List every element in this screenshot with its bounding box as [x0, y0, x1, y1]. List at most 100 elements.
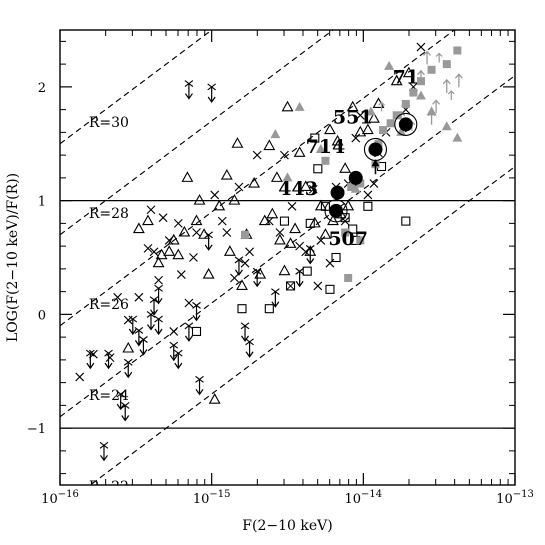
series-filled-circle — [329, 117, 413, 218]
point-triangle-41 — [342, 199, 355, 211]
magnitude-line-r22 — [89, 166, 515, 485]
point-triangle-19 — [248, 176, 261, 188]
point-arrow-down-10 — [173, 349, 183, 370]
point-triangle-12 — [213, 199, 226, 211]
point-ring-0 — [324, 199, 348, 223]
point-arrow-down-18 — [245, 338, 254, 358]
point-gray-arrow-up-1 — [416, 69, 425, 84]
point-open-square-4 — [302, 266, 312, 276]
point-cross-25 — [252, 150, 262, 160]
point-cross-9 — [154, 275, 163, 285]
source-label-714: 714 — [306, 136, 346, 158]
point-triangle-47 — [390, 74, 403, 86]
point-gray-square-14 — [427, 65, 436, 74]
point-cross-3 — [113, 292, 123, 302]
point-triangle-27 — [281, 100, 294, 112]
source-label-443: 443 — [278, 178, 318, 200]
point-triangle-29 — [289, 222, 302, 234]
point-cross-10 — [158, 213, 168, 223]
point-gray-square-17 — [344, 273, 353, 282]
point-arrow-down-16 — [234, 256, 244, 276]
axes-frame — [59, 29, 516, 486]
point-triangle-31 — [299, 180, 312, 192]
point-arrow-down-15 — [207, 83, 216, 104]
point-triangle-30 — [293, 146, 306, 157]
point-filled-circle-2 — [368, 142, 383, 157]
y-tick-label: 2 — [38, 81, 46, 96]
point-triangle-21 — [258, 214, 271, 226]
point-cross-8 — [149, 247, 159, 257]
magnitude-line-r26 — [60, 30, 456, 327]
point-triangle-22 — [263, 139, 276, 151]
point-gray-square-16 — [453, 46, 462, 55]
point-gray-triangle-0 — [270, 129, 281, 139]
point-triangle-5 — [178, 225, 191, 237]
point-cross-18 — [210, 190, 220, 200]
x-tick-label: 10−13 — [496, 489, 534, 507]
point-cross-15 — [184, 298, 194, 308]
point-cross-5 — [134, 292, 144, 302]
point-arrow-down-22 — [184, 80, 194, 100]
point-arrow-down-0 — [86, 349, 95, 370]
point-open-square-6 — [310, 133, 320, 143]
point-gray-square-4 — [356, 236, 365, 245]
point-triangle-48 — [402, 66, 415, 78]
point-cross-40 — [355, 110, 365, 120]
point-gray-arrow-up-2 — [423, 50, 432, 65]
point-cross-33 — [313, 281, 323, 291]
source-label-551: 551 — [333, 106, 373, 128]
point-triangle-13 — [220, 168, 233, 180]
plot-border — [59, 29, 516, 486]
point-cross-29 — [287, 201, 297, 211]
point-open-square-1 — [237, 304, 247, 314]
point-gray-square-10 — [392, 111, 401, 120]
x-tick-label: 10−15 — [193, 489, 231, 507]
point-filled-circle-0 — [330, 185, 345, 200]
point-ring-2 — [394, 112, 418, 136]
point-cross-47 — [416, 42, 426, 52]
y-tick-label: 0 — [38, 308, 46, 323]
point-gray-triangle-1 — [294, 101, 305, 111]
point-arrow-down-4 — [128, 315, 138, 336]
point-arrow-down-24 — [149, 296, 159, 316]
y-axis-title: LOG(F(2−10 keV)/F(R)) — [5, 173, 21, 342]
magnitude-line-r30 — [60, 30, 213, 145]
point-triangle-2 — [163, 245, 176, 256]
point-open-square-16 — [313, 164, 323, 174]
point-cross-22 — [234, 182, 244, 192]
point-arrow-down-8 — [154, 284, 163, 305]
point-triangle-10 — [202, 267, 215, 279]
point-arrow-down-21 — [305, 245, 315, 265]
point-triangle-4 — [172, 248, 185, 260]
point-gray-triangle-8 — [441, 121, 452, 131]
point-triangle-23 — [266, 207, 279, 219]
point-cross-0 — [75, 372, 85, 382]
source-label-507: 507 — [328, 228, 368, 250]
y-tick-label: −1 — [27, 422, 46, 437]
magnitude-line-r28 — [60, 30, 334, 236]
point-triangle-28 — [284, 237, 297, 248]
point-triangle-42 — [346, 100, 359, 112]
point-gray-square-12 — [409, 88, 418, 97]
point-gray-arrow-up-4 — [442, 78, 451, 93]
point-triangle-1 — [152, 256, 165, 268]
point-arrow-down-2 — [116, 390, 125, 411]
point-cross-12 — [169, 327, 179, 336]
point-arrow-down-19 — [252, 267, 262, 288]
point-triangle-16 — [231, 137, 244, 148]
point-cross-13 — [173, 218, 183, 228]
series-ring — [324, 112, 418, 223]
point-gray-triangle-3 — [350, 183, 361, 193]
point-cross-27 — [275, 228, 285, 237]
point-arrow-down-14 — [204, 231, 213, 251]
point-arrow-down-1 — [104, 349, 113, 370]
point-triangle-50 — [132, 222, 145, 234]
point-cross-32 — [308, 184, 318, 194]
point-open-square-0 — [191, 326, 202, 336]
point-arrow-down-12 — [192, 301, 201, 322]
point-triangle-35 — [319, 228, 332, 239]
point-cross-35 — [325, 258, 335, 268]
point-triangle-6 — [181, 171, 194, 182]
point-triangle-44 — [361, 123, 374, 135]
point-gray-arrow-up-6 — [427, 110, 436, 125]
